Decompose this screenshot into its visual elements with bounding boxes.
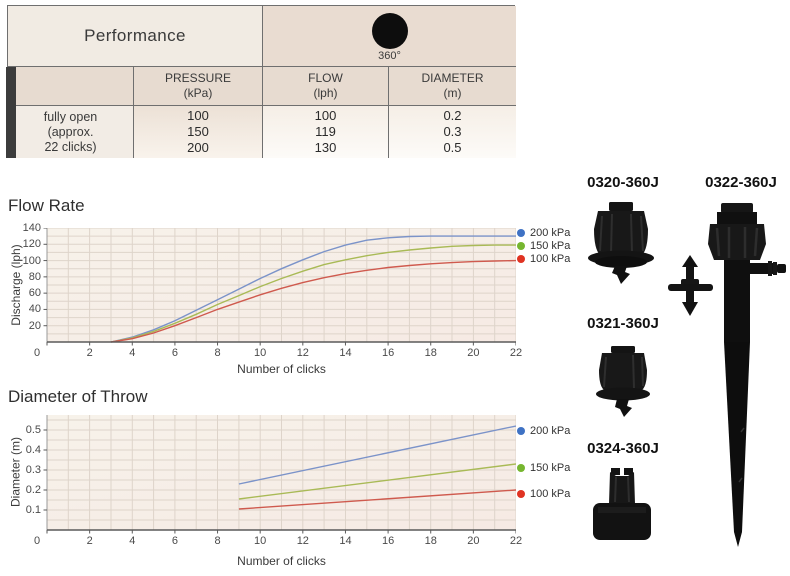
flow-rate-chart: Flow Rate Discharge (lph) Number of clic… xyxy=(0,195,580,386)
legend-item: 100 kPa xyxy=(517,253,570,265)
flow-header-unit: (lph) xyxy=(313,86,338,100)
x-tick-label: 14 xyxy=(339,535,352,547)
flow-values-cell: 100 119 130 xyxy=(263,106,389,158)
diameter-of-throw-chart: Diameter of Throw Diameter (m) Number of… xyxy=(0,386,580,576)
legend-color-dot-icon xyxy=(517,229,525,237)
x-tick-label: 16 xyxy=(381,535,395,547)
pressure-header-unit: (kPa) xyxy=(183,86,213,100)
flow-x-axis-label: Number of clicks xyxy=(237,362,326,376)
legend-color-dot-icon xyxy=(517,242,525,250)
x-tick-label: 6 xyxy=(171,347,178,359)
diameter-header-unit: (m) xyxy=(443,86,462,100)
legend-label: 150 kPa xyxy=(530,240,571,252)
spray-pattern-360-icon xyxy=(371,12,408,49)
y-tick-label: 40 xyxy=(28,303,41,316)
y-tick-label: 0.2 xyxy=(25,484,41,496)
diameter-values-cell: 0.2 0.3 0.5 xyxy=(389,106,516,158)
table-side-accent-bar xyxy=(6,67,16,158)
legend-label: 200 kPa xyxy=(530,425,571,437)
flow-header-title: FLOW xyxy=(308,71,343,85)
spray-pattern-cell: 360° xyxy=(263,6,516,67)
pressure-values-cell: 100 150 200 xyxy=(134,106,263,158)
x-tick-label: 0 xyxy=(33,535,41,547)
x-tick-label: 20 xyxy=(467,347,480,359)
x-tick-label: 8 xyxy=(214,347,221,359)
x-tick-label: 8 xyxy=(214,535,221,547)
spray-angle-label: 360° xyxy=(378,49,401,62)
diameter-title: Diameter of Throw xyxy=(8,387,148,406)
flow-rate-title: Flow Rate xyxy=(8,196,85,215)
x-tick-label: 0 xyxy=(33,347,41,359)
legend-label: 150 kPa xyxy=(530,462,571,474)
x-tick-label: 4 xyxy=(129,347,136,359)
legend-color-dot-icon xyxy=(517,255,525,263)
y-tick-label: 60 xyxy=(28,287,41,300)
legend-item: 200 kPa xyxy=(517,227,570,239)
x-tick-label: 2 xyxy=(86,347,93,359)
y-tick-label: 0.1 xyxy=(25,504,41,516)
column-header-pressure: PRESSURE (kPa) xyxy=(134,67,263,106)
flow-legend: 200 kPa 150 kPa 100 kPa xyxy=(517,227,570,265)
x-tick-label: 18 xyxy=(424,347,437,359)
column-header-blank xyxy=(8,67,134,106)
y-tick-label: 0.4 xyxy=(25,444,41,456)
legend-label: 200 kPa xyxy=(530,227,571,239)
legend-color-dot-icon xyxy=(517,427,525,435)
x-tick-label: 10 xyxy=(254,535,267,547)
x-tick-label: 14 xyxy=(339,347,352,359)
flow-plot-area xyxy=(43,228,516,346)
product-code-0322-360j: 0322-360J xyxy=(705,174,777,191)
x-tick-label: 22 xyxy=(509,535,523,547)
y-tick-label: 0.3 xyxy=(25,464,41,476)
table-title: Performance xyxy=(84,26,186,45)
x-tick-label: 12 xyxy=(296,347,309,359)
y-tick-label: 120 xyxy=(22,238,41,251)
adapter-0324-image xyxy=(593,468,651,540)
legend-item: 150 kPa xyxy=(517,240,570,252)
legend-color-dot-icon xyxy=(517,490,525,498)
table-title-cell: Performance xyxy=(8,6,263,67)
product-code-0324-360j: 0324-360J xyxy=(587,440,659,457)
dripper-0321-image xyxy=(596,346,650,417)
x-tick-label: 18 xyxy=(424,535,437,547)
pressure-header-title: PRESSURE xyxy=(164,71,232,85)
legend-color-dot-icon xyxy=(517,464,525,472)
x-tick-label: 4 xyxy=(129,535,136,547)
y-tick-label: 100 xyxy=(22,254,41,267)
x-tick-label: 16 xyxy=(381,347,395,359)
diameter-header-title: DIAMETER xyxy=(421,71,484,85)
diameter-x-axis-label: Number of clicks xyxy=(237,554,326,568)
product-code-0320-360j: 0320-360J xyxy=(587,174,659,191)
product-code-0321-360j: 0321-360J xyxy=(587,315,659,332)
row-label-cell: fully open (approx. 22 clicks) xyxy=(8,106,134,158)
legend-label: 100 kPa xyxy=(530,488,571,500)
y-tick-label: 80 xyxy=(28,270,41,283)
x-tick-label: 22 xyxy=(509,347,523,359)
x-tick-label: 10 xyxy=(254,347,267,359)
y-tick-label: 20 xyxy=(28,319,41,332)
diameter-plot-area xyxy=(43,415,516,534)
performance-table: Performance 360° PRESSURE (kPa) FLOW (lp… xyxy=(6,5,516,158)
legend-item: 100 kPa xyxy=(517,488,570,500)
legend-item: 150 kPa xyxy=(517,462,570,474)
column-header-flow: FLOW (lph) xyxy=(263,67,389,106)
x-tick-label: 12 xyxy=(296,535,309,547)
legend-item: 200 kPa xyxy=(517,425,570,437)
dripper-0320-image xyxy=(588,202,654,284)
y-tick-label: 0.5 xyxy=(25,424,41,436)
column-header-diameter: DIAMETER (m) xyxy=(389,67,516,106)
y-tick-label: 140 xyxy=(22,222,41,234)
diameter-legend: 200 kPa 150 kPa 100 kPa xyxy=(517,425,570,500)
x-tick-label: 6 xyxy=(171,535,178,547)
legend-label: 100 kPa xyxy=(530,253,571,265)
x-tick-label: 20 xyxy=(467,535,480,547)
stake-dripper-0322-image xyxy=(668,203,786,547)
x-tick-label: 2 xyxy=(86,535,93,547)
